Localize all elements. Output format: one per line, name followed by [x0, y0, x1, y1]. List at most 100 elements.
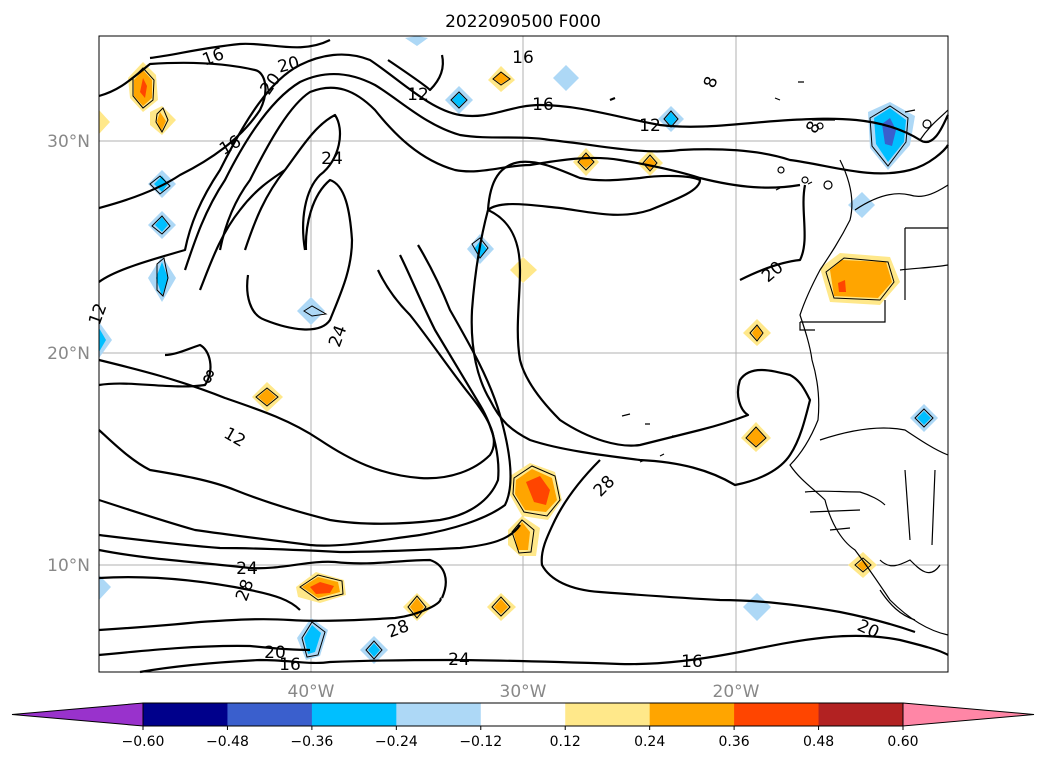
contour-line: [540, 459, 916, 634]
lon-label: 30°W: [500, 682, 547, 702]
country-border: [879, 589, 916, 621]
blob-outline: [149, 175, 171, 195]
contour-line: [98, 61, 267, 210]
contour-line: [98, 254, 500, 525]
country-border: [829, 527, 941, 574]
blob-outline: [155, 107, 169, 134]
map-frame: [98, 35, 949, 673]
blob-outline: [303, 305, 328, 317]
africa-coastline: [789, 159, 949, 636]
colorbar-segment: [227, 703, 313, 726]
canary-island: [777, 166, 785, 174]
axis-labels: 40°W 30°W 20°W 30°N 20°N 10°N: [47, 132, 760, 702]
lat-label: 20°N: [47, 344, 90, 364]
wind-speed-contours: [98, 39, 949, 674]
contour-line: [98, 269, 495, 480]
blob-outline: [914, 408, 934, 428]
negative-anomaly-blob: [297, 297, 325, 325]
negative-anomaly-blob: [405, 36, 428, 46]
negative-anomaly-blob: [848, 192, 875, 218]
negative-anomaly-blob: [148, 211, 176, 239]
contour-line: [183, 72, 949, 271]
colorbar-frame: [142, 702, 904, 727]
shaded-anomalies: [99, 36, 938, 664]
country-border: [804, 490, 886, 506]
colorbar-tick-label: 0.36: [719, 734, 750, 750]
blob-outline: [156, 257, 169, 297]
colorbar-tick-label: −0.60: [122, 734, 165, 750]
country-border: [809, 509, 861, 513]
blob-outline: [642, 154, 658, 172]
contour-label: 24: [321, 149, 343, 169]
contour-line: [98, 343, 212, 388]
small-island: [774, 81, 835, 191]
colorbar-tick-label: −0.36: [290, 734, 333, 750]
blob-outline: [869, 105, 909, 167]
contour-label: 12: [639, 116, 661, 136]
blob-outline: [825, 257, 895, 301]
plot-title: 2022090500 F000: [445, 12, 601, 32]
colorbar-tick-label: 0.48: [803, 734, 834, 750]
colorbar-tick-label: −0.24: [375, 734, 418, 750]
contour-line: [149, 39, 331, 60]
positive-anomaly-blob: [848, 552, 877, 578]
colorbar: −0.60 −0.48 −0.36 −0.24 −0.12 0.12 0.24 0.36 0.4…: [11, 702, 1035, 750]
positive-anomaly-blob: [637, 150, 663, 176]
blob-outline: [299, 574, 344, 601]
negative-anomaly-blob: [868, 102, 915, 170]
lat-label: 30°N: [47, 132, 90, 152]
lon-label: 40°W: [288, 682, 335, 702]
positive-anomaly-blob: [510, 257, 537, 283]
contour-label: 16: [279, 655, 301, 675]
colorbar-tick-label: 0.12: [550, 734, 581, 750]
positive-anomaly-blob: [820, 253, 900, 305]
blob-outline: [151, 215, 171, 235]
contour-label: 16: [681, 652, 703, 672]
coastline-segment: [919, 109, 949, 141]
blob-outline: [407, 595, 427, 619]
contour-line: [98, 576, 301, 611]
contour-label: 20: [264, 643, 286, 663]
positive-anomaly-blob: [510, 463, 562, 520]
contour-line: [198, 169, 286, 291]
contour-line: [218, 86, 801, 251]
colorbar-segment: [565, 703, 651, 726]
contour-label: 16: [512, 48, 534, 68]
negative-anomaly-blob: [99, 322, 112, 358]
positive-anomaly-blob: [296, 572, 346, 603]
canary-island: [801, 176, 809, 184]
country-border: [799, 322, 815, 331]
cape-verde-islands: [621, 413, 676, 463]
positive-anomaly-blob: [252, 382, 283, 412]
contour-line: [98, 524, 521, 554]
country-border: [819, 427, 949, 456]
colorbar-tick-label: 0.60: [887, 734, 918, 750]
blob-outline: [663, 110, 679, 128]
positive-anomaly-blob: [573, 148, 599, 176]
negative-anomaly-blob: [910, 404, 938, 432]
negative-anomaly-blob: [148, 256, 176, 302]
contour-line: [139, 634, 949, 674]
contour-line: [243, 113, 342, 251]
contour-line: [739, 184, 807, 281]
blob-outline: [749, 324, 764, 342]
blob-outline: [492, 71, 511, 86]
contour-line: [98, 244, 512, 547]
country-border: [899, 264, 949, 271]
blob-outline: [854, 557, 872, 573]
colorbar-extend-min: [11, 702, 144, 727]
positive-anomaly-blob: [743, 319, 771, 346]
positive-anomaly-blob: [488, 66, 515, 92]
lat-label: 10°N: [47, 556, 90, 576]
negative-anomaly-blob: [445, 86, 473, 114]
contour-line: [98, 597, 442, 632]
negative-anomaly-blob: [360, 636, 388, 664]
contour-label: 24: [236, 559, 258, 579]
colorbar-extend-max: [902, 702, 1035, 727]
contour-label: 24: [448, 650, 470, 670]
contour-line: [470, 160, 812, 487]
blob-outline: [471, 237, 489, 259]
canary-island: [823, 180, 833, 190]
negative-anomaly-blob: [99, 575, 111, 600]
